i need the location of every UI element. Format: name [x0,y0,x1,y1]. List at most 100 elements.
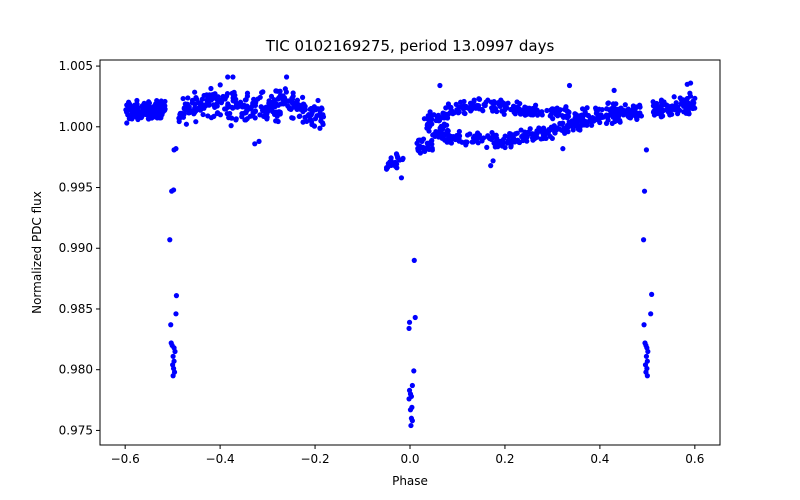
data-point [684,81,690,87]
data-point [225,74,231,80]
data-point [641,322,647,328]
data-point [455,133,461,139]
data-point [444,115,451,121]
data-point [603,120,610,126]
data-point [637,104,643,110]
x-tick-label: 0.6 [685,452,704,466]
data-point [658,114,664,120]
data-point [170,373,176,379]
data-point [158,115,164,121]
data-point [153,101,159,107]
data-point [434,117,440,124]
data-point [142,107,148,113]
y-tick-label: 0.975 [59,423,93,437]
data-point [249,113,255,119]
data-point [242,97,248,103]
data-point [305,113,311,119]
data-point [307,106,313,112]
data-point [595,115,601,121]
data-point [470,135,477,141]
data-point [406,319,413,325]
data-point [502,133,508,139]
data-point [395,154,401,160]
data-point [593,105,599,111]
data-point [690,104,697,110]
data-point [264,110,270,116]
data-point [643,147,650,153]
data-point [433,128,439,135]
data-point [299,94,306,100]
data-point [556,126,562,132]
data-point [534,130,541,136]
data-point [194,96,200,102]
data-point [224,111,230,117]
data-point [273,118,279,124]
data-point [664,103,670,109]
data-point [641,188,648,194]
data-point [577,127,583,133]
data-point [479,138,485,144]
data-point [463,139,469,145]
data-point [587,115,593,121]
data-point [445,101,452,107]
data-point [229,115,235,121]
data-point [277,109,283,115]
data-point [391,162,398,168]
data-point [469,139,475,145]
data-point [277,88,283,94]
x-tick-label: −0.6 [111,452,140,466]
data-point [444,122,450,128]
data-point [158,99,164,105]
data-point [479,106,485,113]
data-point [512,131,518,137]
data-point [170,353,176,359]
data-point [520,137,526,144]
data-point [456,128,462,135]
data-point [538,136,544,142]
data-point [243,104,249,111]
data-point [617,106,623,112]
data-point [570,127,576,133]
data-point [453,101,459,107]
data-point [424,140,430,146]
data-point [428,118,434,125]
data-point [285,98,291,104]
data-point [388,155,394,161]
data-point [534,112,541,118]
data-point [290,115,296,121]
data-point [204,97,210,103]
data-point [273,88,279,94]
data-point [483,99,489,105]
data-point [125,103,131,109]
data-point [409,382,415,389]
data-point [217,112,224,118]
data-point [208,85,214,92]
data-point [576,118,582,124]
data-point [185,105,191,111]
data-point [488,99,494,105]
data-point [320,114,327,120]
data-point [681,109,687,115]
data-point [532,136,538,142]
data-point [173,311,179,317]
x-tick-label: 0.4 [590,452,609,466]
data-point [555,113,561,119]
data-point [133,104,139,110]
data-point [534,107,540,113]
data-point [268,93,275,100]
data-point [222,106,228,112]
data-point [274,101,280,107]
data-point [317,108,323,114]
data-point [217,82,223,88]
data-point [522,112,528,118]
data-point [456,138,462,144]
data-point [490,158,496,164]
data-point [569,118,575,124]
data-point [123,107,129,113]
data-point [199,102,206,108]
data-point [186,110,192,116]
data-point [173,146,179,152]
data-point [500,140,506,146]
data-point [560,120,566,126]
